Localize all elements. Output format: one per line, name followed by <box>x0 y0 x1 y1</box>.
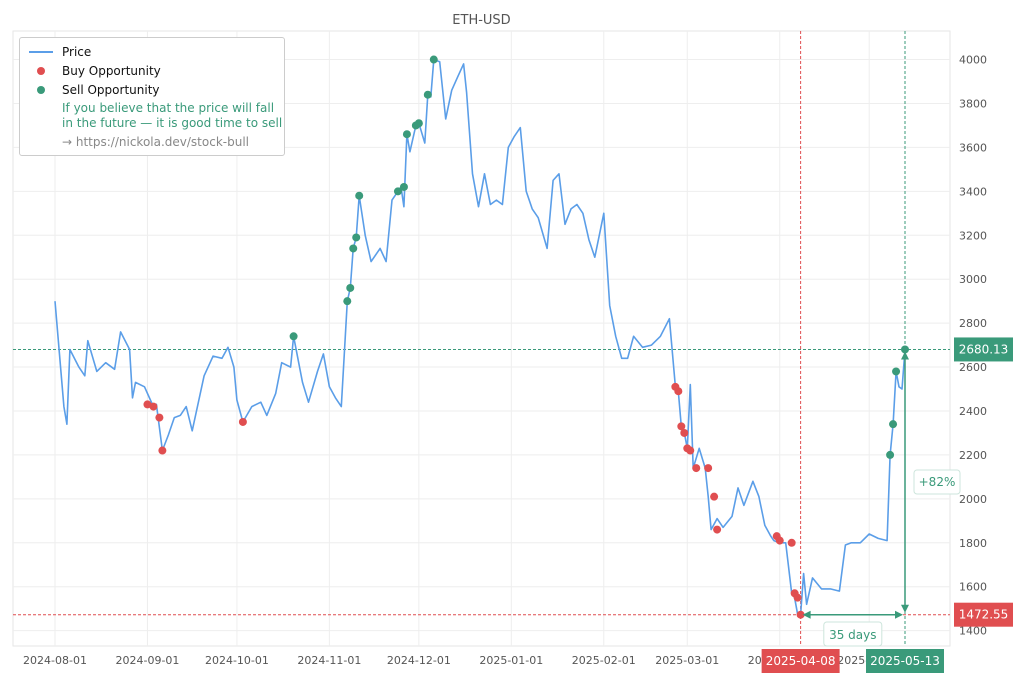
sell-price-badge-text: 2680.13 <box>959 342 1009 356</box>
sell-opportunity-point <box>346 283 355 292</box>
sell-opportunity-point <box>343 297 352 306</box>
x-tick-label: 2024-12-01 <box>387 654 451 667</box>
sell-opportunity-point <box>414 119 423 128</box>
y-tick-label: 4000 <box>959 54 987 67</box>
y-tick-label: 3200 <box>959 229 987 242</box>
change-label: +82% <box>919 475 956 489</box>
legend-note-line-2: in the future — it is good time to sell <box>62 116 283 130</box>
duration-arrow-right-head <box>895 610 903 619</box>
days-label-box <box>823 621 883 647</box>
buy-opportunity-point <box>710 492 719 501</box>
change-label-box <box>913 469 961 495</box>
buy-opportunity-point <box>680 428 689 437</box>
y-tick-label: 3800 <box>959 97 987 110</box>
chart-title: ETH-USD <box>452 13 510 28</box>
sell-opportunity-point <box>393 187 402 196</box>
sell-opportunity-point <box>423 90 432 99</box>
buy-date-badge-text: 2025-04-08 <box>766 654 836 668</box>
sell-opportunity-point <box>349 244 358 253</box>
x-tick-label: 2024-10-01 <box>205 654 269 667</box>
sell-opportunity-point <box>402 130 411 139</box>
y-tick-label: 1800 <box>959 537 987 550</box>
legend-link[interactable]: → https://nickola.dev/stock-bull <box>62 135 249 149</box>
legend-sell-label: Sell Opportunity <box>62 83 160 97</box>
legend-item-buy: Buy Opportunity <box>28 62 161 80</box>
buy-opportunity-point <box>796 610 805 619</box>
x-tick-label: 2025-01-01 <box>479 654 543 667</box>
y-tick-label: 1400 <box>959 625 987 638</box>
sell-opportunity-point <box>886 450 895 459</box>
sell-opportunity-point <box>355 191 364 200</box>
sell-price-badge <box>954 337 1013 362</box>
buy-opportunity-point <box>713 525 722 534</box>
days-label: 35 days <box>829 628 876 642</box>
legend-note-line-1: If you believe that the price will fall <box>62 101 275 115</box>
sell-dot-swatch <box>37 86 45 94</box>
buy-opportunity-point <box>674 387 683 396</box>
buy-opportunity-point <box>149 402 158 411</box>
x-tick-label: 2024-08-01 <box>23 654 87 667</box>
sell-date-badge-text: 2025-05-13 <box>870 654 940 668</box>
legend-buy-label: Buy Opportunity <box>62 64 161 78</box>
sell-opportunity-point <box>429 55 438 64</box>
buy-opportunity-point <box>238 417 247 426</box>
y-tick-label: 2400 <box>959 405 987 418</box>
y-tick-label: 1600 <box>959 581 987 594</box>
y-tick-label: 3000 <box>959 273 987 286</box>
price-series-line <box>54 58 906 616</box>
buy-price-badge <box>954 602 1013 627</box>
sell-opportunity-point <box>901 345 909 354</box>
sell-opportunity-point <box>289 332 298 341</box>
legend-item-sell: Sell Opportunity <box>28 81 160 99</box>
buy-date-badge <box>761 649 840 673</box>
legend-price-label: Price <box>62 45 92 59</box>
y-tick-label: 2200 <box>959 449 987 462</box>
buy-opportunity-point <box>775 536 784 545</box>
buy-opportunity-point <box>692 464 701 473</box>
price-line-swatch <box>29 51 53 53</box>
x-tick-label: 2024-09-01 <box>115 654 179 667</box>
y-tick-label: 3400 <box>959 185 987 198</box>
buy-opportunity-point <box>677 422 686 431</box>
y-tick-label: 2000 <box>959 493 987 506</box>
y-tick-label: 2800 <box>959 317 987 330</box>
x-tick-label: 2025-02-01 <box>572 654 636 667</box>
sell-opportunity-point <box>399 182 408 191</box>
x-tick-label: 2025-03-01 <box>655 654 719 667</box>
chart-legend: Price Buy Opportunity Sell Opportunity I… <box>19 37 285 156</box>
sell-date-badge <box>866 649 944 673</box>
buy-opportunity-point <box>686 446 695 455</box>
buy-dot-swatch <box>37 67 45 75</box>
duration-arrow-left-head <box>802 610 811 619</box>
buy-opportunity-point <box>155 413 164 422</box>
legend-item-price: Price <box>28 43 91 61</box>
buy-opportunity-point <box>787 538 796 547</box>
x-tick-label: 2024-11-01 <box>297 654 361 667</box>
sell-opportunity-point <box>892 367 901 376</box>
change-arrow-bottom-head <box>901 604 909 613</box>
sell-opportunity-point <box>352 233 361 242</box>
y-tick-label: 2600 <box>959 361 987 374</box>
buy-opportunity-point <box>704 464 713 473</box>
buy-opportunity-point <box>158 446 167 455</box>
y-tick-label: 3600 <box>959 141 987 154</box>
sell-opportunity-point <box>889 420 898 429</box>
buy-opportunity-point <box>793 593 802 602</box>
change-arrow-top-head <box>901 351 909 360</box>
buy-price-badge-text: 1472.55 <box>959 608 1009 622</box>
